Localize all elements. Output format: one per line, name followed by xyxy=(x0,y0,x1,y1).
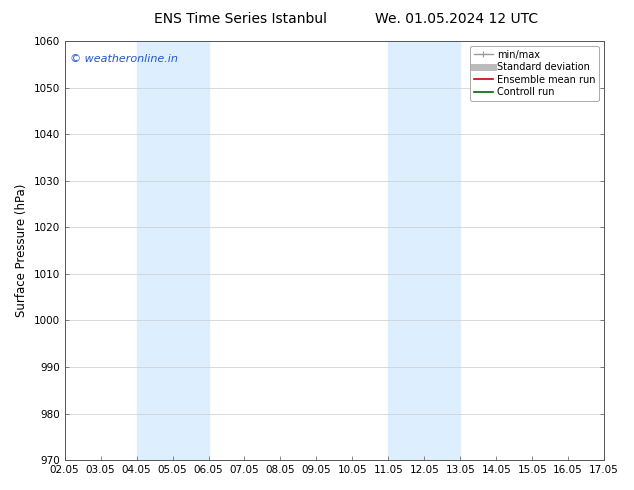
Text: We. 01.05.2024 12 UTC: We. 01.05.2024 12 UTC xyxy=(375,12,538,26)
Text: ENS Time Series Istanbul: ENS Time Series Istanbul xyxy=(155,12,327,26)
Bar xyxy=(389,41,460,460)
Bar xyxy=(136,41,209,460)
Legend: min/max, Standard deviation, Ensemble mean run, Controll run: min/max, Standard deviation, Ensemble me… xyxy=(470,46,599,101)
Text: © weatheronline.in: © weatheronline.in xyxy=(70,53,178,64)
Y-axis label: Surface Pressure (hPa): Surface Pressure (hPa) xyxy=(15,184,28,318)
